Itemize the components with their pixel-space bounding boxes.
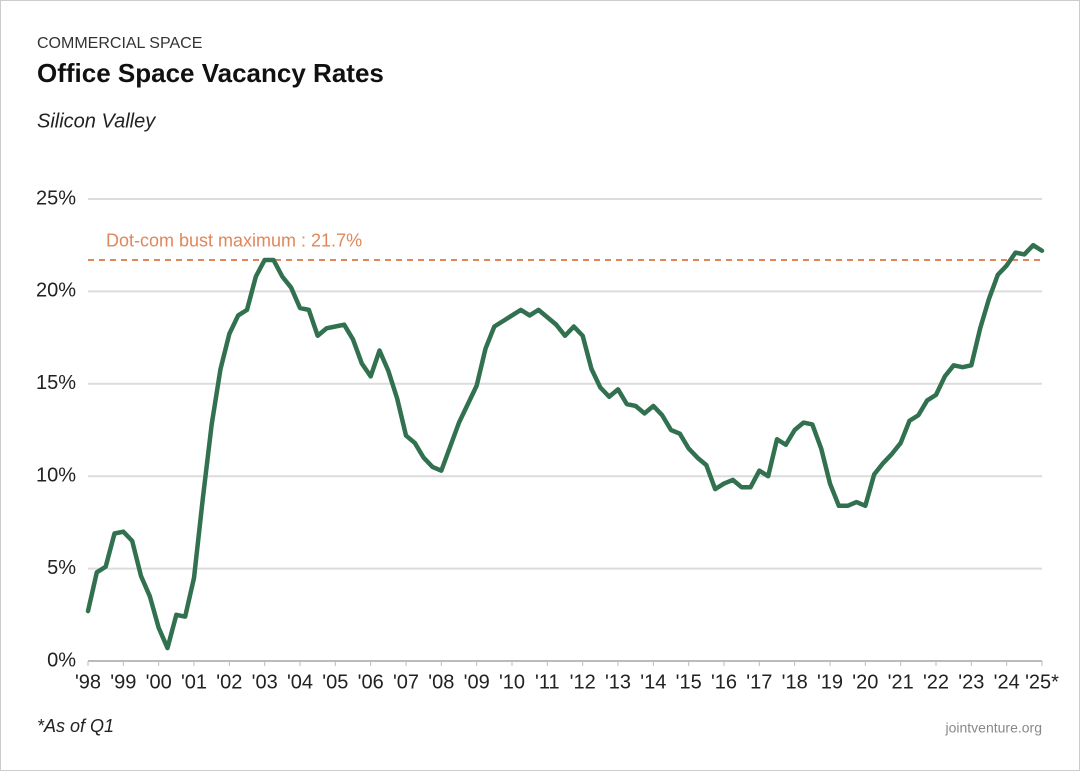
x-tick-label: '19 [817,671,843,693]
x-tick-label: '11 [535,671,560,693]
x-tick-label: '24 [994,671,1020,693]
x-tick-label: '01 [181,671,207,693]
x-tick-label: '04 [287,671,313,693]
x-tick-label: '13 [605,671,631,693]
x-tick-label: '98 [75,671,101,693]
chart-title: Office Space Vacancy Rates [37,58,384,88]
y-tick-label: 25% [36,187,76,209]
y-tick-label: 20% [36,280,76,302]
x-tick-label: '10 [499,671,525,693]
x-tick-label: '08 [428,671,454,693]
y-tick-label: 5% [47,557,76,579]
x-tick-label: '21 [888,671,914,693]
x-tick-label: '00 [146,671,172,693]
x-tick-label: '05 [322,671,348,693]
y-tick-label: 0% [47,649,76,671]
x-tick-label: '16 [711,671,737,693]
x-tick-label: '99 [110,671,136,693]
x-tick-label: '12 [570,671,596,693]
x-tick-label: '03 [252,671,278,693]
x-tick-label: '25* [1025,671,1059,693]
data-line [85,242,1045,651]
x-tick-label: '23 [958,671,984,693]
x-tick-label: '22 [923,671,949,693]
x-tick-label: '15 [676,671,702,693]
x-tick-label: '14 [640,671,666,693]
footnote: *As of Q1 [37,716,114,736]
kicker: COMMERCIAL SPACE [37,35,202,52]
y-tick-label: 15% [36,372,76,394]
x-tick-label: '18 [782,671,808,693]
x-tick-label: '02 [216,671,242,693]
x-tick-label: '20 [852,671,878,693]
source: jointventure.org [944,720,1042,736]
y-tick-label: 10% [36,464,76,486]
x-tick-label: '07 [393,671,419,693]
chart-subtitle: Silicon Valley [37,110,156,132]
x-tick-label: '17 [746,671,772,693]
reference-label: Dot-com bust maximum : 21.7% [106,231,362,251]
x-tick-label: '09 [464,671,490,693]
x-tick-label: '06 [358,671,384,693]
